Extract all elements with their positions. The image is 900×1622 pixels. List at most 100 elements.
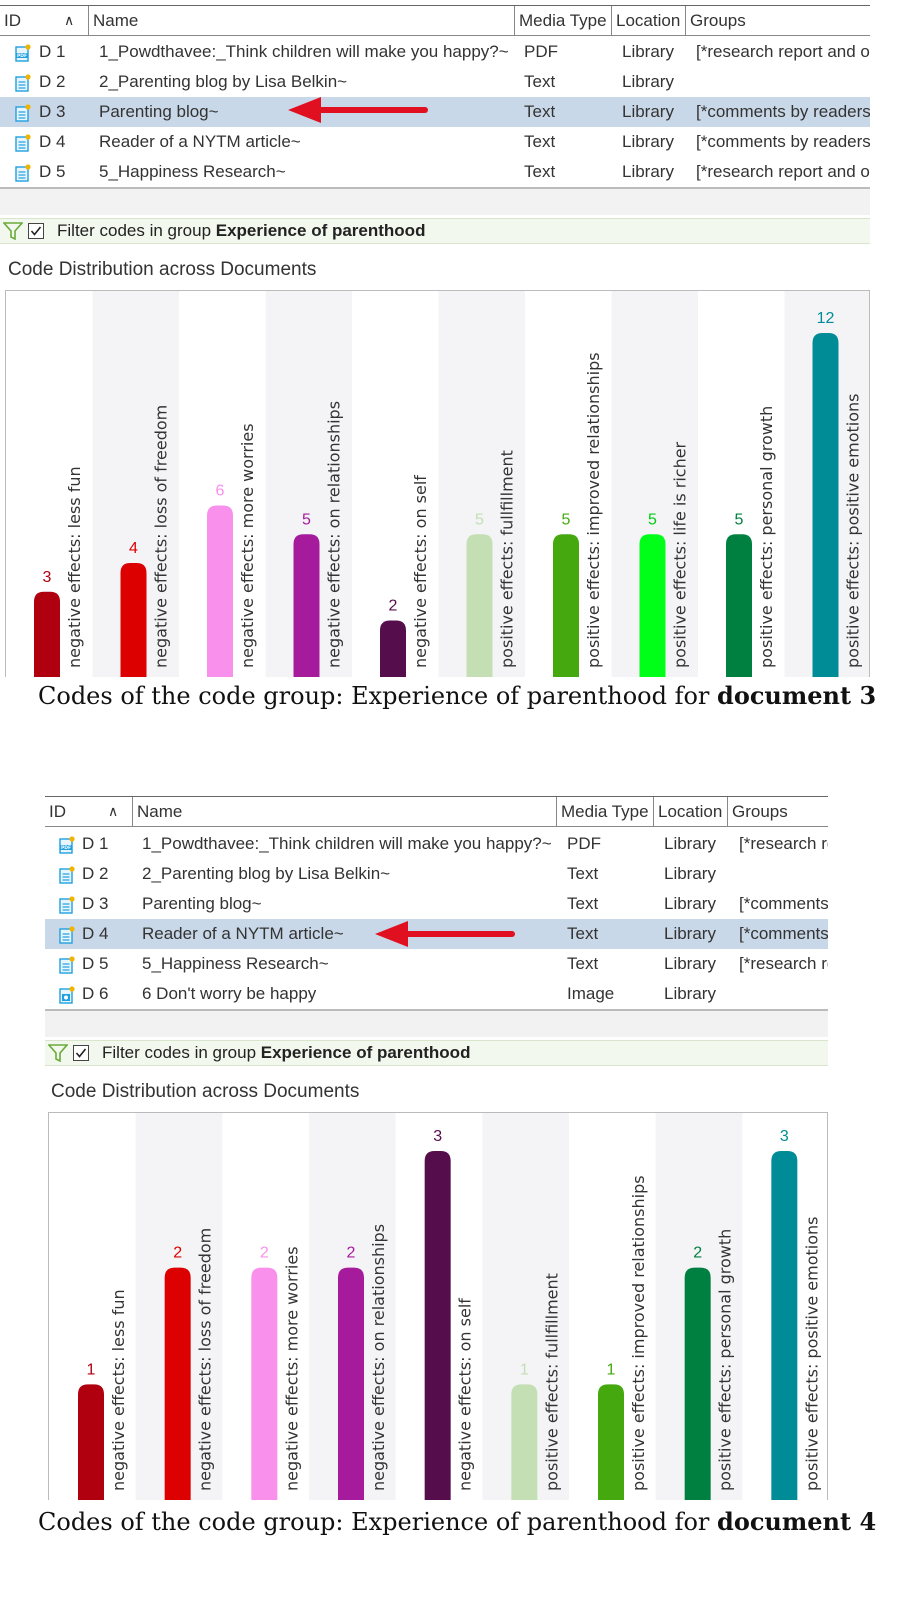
filter-funnel-icon[interactable]: [2, 222, 24, 247]
doc-location: Library: [664, 984, 716, 1003]
doc-groups: [*research report and o: [696, 162, 870, 181]
chart-category-label: negative effects: less fun: [109, 1289, 128, 1491]
filter-funnel-icon[interactable]: [47, 1044, 69, 1069]
chart-category-label: positive effects: improved relationships: [629, 1175, 648, 1491]
chart-bar[interactable]: [424, 1151, 451, 1500]
doc-name: 2_Parenting blog by Lisa Belkin~: [142, 864, 391, 883]
chart-bar[interactable]: [812, 333, 839, 677]
chart-value-label: 1: [87, 1361, 96, 1378]
document-row-d2[interactable]: D 2 2_Parenting blog by Lisa Belkin~ Text L…: [45, 859, 828, 889]
document-row-d4[interactable]: D 4 Reader of a NYTM article~ Text Library […: [0, 127, 870, 157]
doc-location: Library: [664, 924, 716, 943]
table-header: ID ∧ Name Media Type Location Groups: [0, 5, 870, 36]
chart-1-svg: 3 negative effects: less fun 4 negative eff…: [34, 291, 869, 678]
chart-bar[interactable]: [726, 534, 752, 677]
chart-bar[interactable]: [78, 1384, 104, 1500]
chart-bar[interactable]: [684, 1267, 711, 1500]
doc-groups: [739, 979, 828, 1009]
document-row-d6[interactable]: D 6 6 Don't worry be happy Image Library: [45, 979, 828, 1009]
doc-id: D 4: [39, 132, 66, 151]
filter-checkbox[interactable]: [73, 1045, 89, 1061]
chart-bar[interactable]: [251, 1267, 278, 1500]
filter-label: Filter codes in group Experience of pare…: [57, 219, 425, 243]
chart-bar[interactable]: [207, 505, 233, 678]
document-row-d5[interactable]: D 5 5_Happiness Research~ Text Library [*res…: [45, 949, 828, 979]
document-row-d3[interactable]: D 3 Parenting blog~ Text Library [*comments: [45, 889, 828, 919]
column-header-location-label: Location: [658, 802, 723, 821]
chart-bar[interactable]: [639, 534, 666, 677]
chart-bar[interactable]: [338, 1267, 364, 1500]
doc-media-type: Text: [524, 132, 556, 151]
doc-name: 1_Powdthavee:_Think children will make y…: [99, 42, 509, 61]
caption-1-document: document 3: [717, 681, 877, 710]
doc-id: D 5: [39, 162, 66, 181]
chart-value-label: 3: [43, 569, 52, 586]
chart-value-label: 2: [693, 1245, 702, 1262]
chart-bar[interactable]: [771, 1151, 798, 1500]
chart-bar[interactable]: [466, 534, 493, 677]
column-header-location[interactable]: Location: [612, 6, 686, 35]
column-header-groups[interactable]: Groups: [686, 6, 870, 35]
chart-bar[interactable]: [511, 1384, 538, 1500]
document-manager-panel-2: ID ∧ Name Media Type Location Groups PDF…: [38, 796, 876, 1622]
column-header-media-type[interactable]: Media Type: [557, 797, 654, 826]
doc-groups: [*comments by readers: [696, 102, 870, 121]
chart-bar[interactable]: [380, 620, 406, 678]
column-header-groups-label: Groups: [732, 802, 788, 821]
red-arrow-pointer: [375, 921, 515, 947]
document-row-d1[interactable]: PDF D 1 1_Powdthavee:_Think children will …: [45, 829, 828, 859]
chart-bar[interactable]: [293, 534, 320, 677]
doc-location: Library: [664, 834, 716, 853]
chart-value-label: 5: [475, 511, 484, 528]
sort-ascending-icon[interactable]: ∧: [64, 12, 75, 28]
document-row-d5[interactable]: D 5 5_Happiness Research~ Text Library [*res…: [0, 157, 870, 187]
table-bottom-border: [0, 187, 870, 189]
filter-group-name: Experience of parenthood: [260, 1043, 471, 1062]
chart-category-label: positive effects: personal growth: [757, 406, 776, 668]
filter-prefix-text: Filter codes in group: [57, 221, 216, 240]
document-row-d2[interactable]: D 2 2_Parenting blog by Lisa Belkin~ Text L…: [0, 67, 870, 97]
doc-location: Library: [622, 42, 674, 61]
filter-group-name: Experience of parenthood: [215, 221, 426, 240]
doc-id: D 5: [82, 954, 109, 973]
chart-value-label: 2: [260, 1245, 269, 1262]
column-header-media-type-label: Media Type: [519, 11, 607, 30]
column-header-name[interactable]: Name: [89, 6, 515, 35]
doc-media-type: Text: [567, 894, 599, 913]
document-row-d3[interactable]: D 3 Parenting blog~ Text Library [*comments …: [0, 97, 870, 127]
chart-bar[interactable]: [34, 591, 60, 677]
sort-ascending-icon[interactable]: ∧: [108, 803, 119, 819]
caption-2: Codes of the code group: Experience of p…: [38, 1507, 876, 1536]
chart-value-label: 4: [129, 540, 138, 557]
chart-bar[interactable]: [164, 1267, 191, 1500]
column-header-name[interactable]: Name: [133, 797, 557, 826]
chart-category-label: positive effects: fullfillment: [542, 1273, 561, 1491]
code-distribution-chart-1: 3 negative effects: less fun 4 negative eff…: [5, 290, 870, 677]
chart-category-label: positive effects: personal growth: [716, 1229, 735, 1491]
pdf-doc-icon: PDF: [59, 835, 75, 854]
doc-name: Parenting blog~: [142, 894, 262, 913]
column-header-groups[interactable]: Groups: [728, 797, 828, 826]
column-header-media-type[interactable]: Media Type: [515, 6, 612, 35]
chart-value-label: 5: [302, 511, 311, 528]
chart-bar[interactable]: [598, 1384, 624, 1500]
chart-bar[interactable]: [553, 534, 579, 677]
column-header-id[interactable]: ID: [0, 6, 89, 35]
doc-name: 2_Parenting blog by Lisa Belkin~: [99, 72, 348, 91]
column-header-id-label: ID: [49, 802, 66, 821]
table-header: ID ∧ Name Media Type Location Groups: [45, 796, 828, 827]
column-header-id[interactable]: ID: [45, 797, 133, 826]
column-header-location[interactable]: Location: [654, 797, 728, 826]
chart-value-label: 5: [648, 511, 657, 528]
caption-1: Codes of the code group: Experience of p…: [38, 681, 876, 710]
doc-id: D 1: [82, 834, 109, 853]
chart-bar[interactable]: [120, 563, 147, 677]
chart-value-label: 12: [817, 310, 835, 327]
filter-checkbox[interactable]: [28, 223, 44, 239]
text-doc-icon: [15, 163, 31, 182]
column-header-location-label: Location: [616, 11, 681, 30]
document-row-d1[interactable]: PDF D 1 1_Powdthavee:_Think children will …: [0, 37, 870, 67]
doc-groups: [*research re: [739, 954, 828, 973]
chart-value-label: 2: [347, 1245, 356, 1262]
code-distribution-title: Code Distribution across Documents: [8, 259, 317, 280]
